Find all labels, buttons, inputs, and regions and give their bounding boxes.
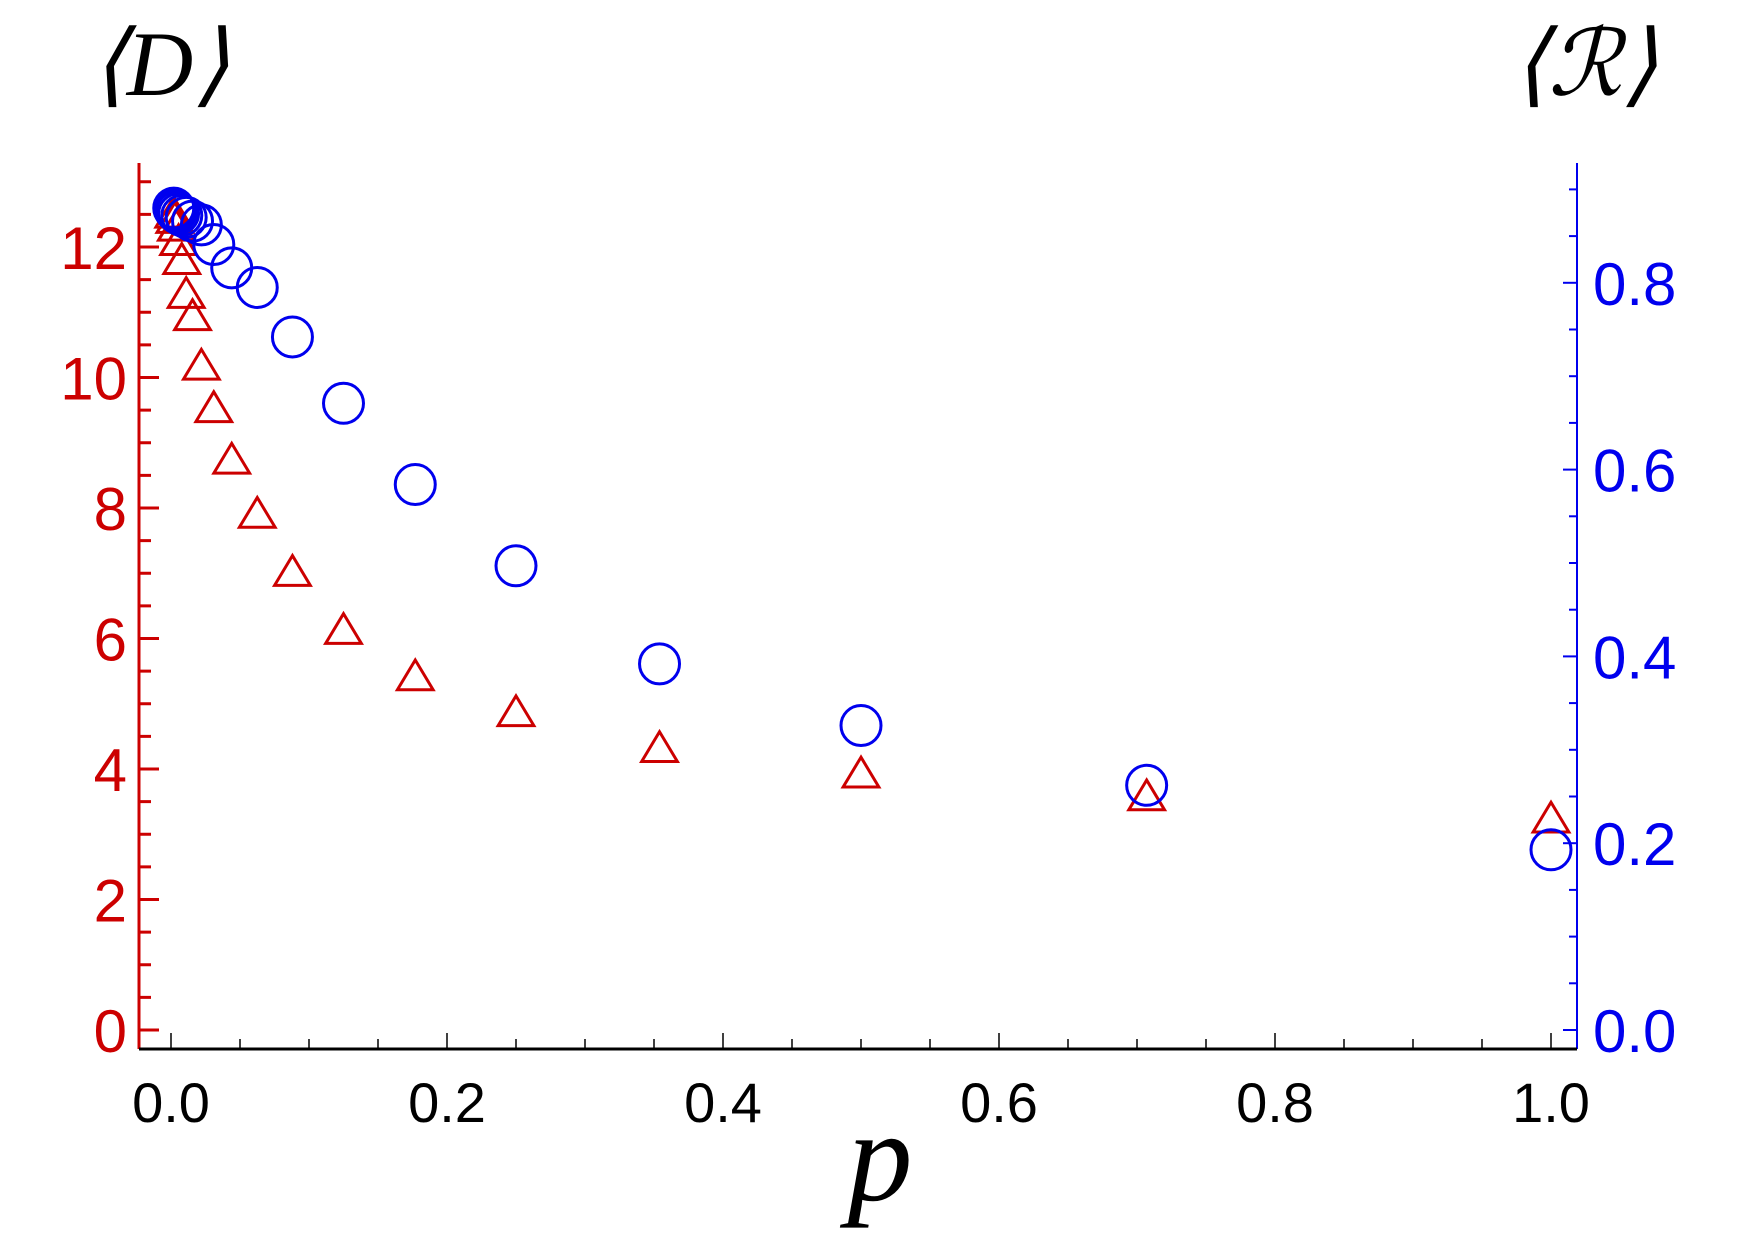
triangle-point xyxy=(193,388,235,424)
circle-point xyxy=(322,381,365,425)
y-right-tick-label: 0.0 xyxy=(1593,998,1676,1065)
y-right-tick-label: 0.2 xyxy=(1593,811,1676,878)
triangle-point xyxy=(236,494,278,529)
triangle-point xyxy=(323,610,364,645)
circle-point xyxy=(638,642,682,686)
triangle-point xyxy=(840,754,882,789)
y-left-tick-label: 4 xyxy=(94,737,127,804)
circle-point xyxy=(157,192,201,236)
y-left-tick-label: 12 xyxy=(60,215,127,282)
circle-point xyxy=(839,704,883,748)
y-right-axis-label: ⟨ℛ⟩ xyxy=(1512,13,1657,115)
x-tick-label: 0.0 xyxy=(132,1071,210,1134)
y-left-tick-label: 10 xyxy=(60,346,127,413)
x-tick-label: 0.8 xyxy=(1236,1071,1314,1134)
circle-point xyxy=(152,186,196,230)
axes: 0.0 0.2 0.4 0.6 0.8 1.0 0 2 4 6 8 10 12 0.0 0.2 0.4 0.6 0… xyxy=(60,163,1676,1134)
triangle-point xyxy=(161,240,203,275)
circle-point xyxy=(1125,763,1169,807)
triangle-point xyxy=(1126,777,1168,812)
triangle-point xyxy=(271,552,313,587)
circle-point xyxy=(494,544,538,588)
y-left-tick-label: 6 xyxy=(94,607,127,674)
x-tick-label: 0.2 xyxy=(408,1071,486,1134)
circle-point xyxy=(393,463,437,507)
triangle-point xyxy=(211,440,253,475)
y-left-tick-label: 2 xyxy=(94,868,127,935)
circle-point xyxy=(160,194,204,238)
x-axis-label: p xyxy=(840,1085,913,1229)
y-left-tick-label: 0 xyxy=(94,998,127,1065)
y-left-axis-label: ⟨D⟩ xyxy=(91,13,229,115)
x-tick-label: 0.4 xyxy=(684,1071,762,1134)
triangle-point xyxy=(394,657,436,692)
y-right-tick-label: 0.8 xyxy=(1593,251,1676,318)
x-tick-label: 0.6 xyxy=(960,1071,1038,1134)
x-tick-label: 1.0 xyxy=(1512,1071,1590,1134)
triangle-point xyxy=(180,346,222,381)
circle-point xyxy=(270,315,314,359)
y-right-tick-label: 0.4 xyxy=(1593,624,1676,691)
triangle-point xyxy=(165,274,207,309)
triangle-point xyxy=(1530,799,1572,834)
circle-point xyxy=(1529,828,1573,872)
triangle-point xyxy=(639,728,681,764)
data-marks xyxy=(152,186,1573,872)
triangle-point xyxy=(495,692,537,728)
y-right-tick-label: 0.6 xyxy=(1593,438,1676,505)
y-left-tick-label: 8 xyxy=(94,476,127,543)
circle-point xyxy=(210,246,254,290)
triangle-point xyxy=(172,296,214,332)
circle-point xyxy=(235,265,279,309)
